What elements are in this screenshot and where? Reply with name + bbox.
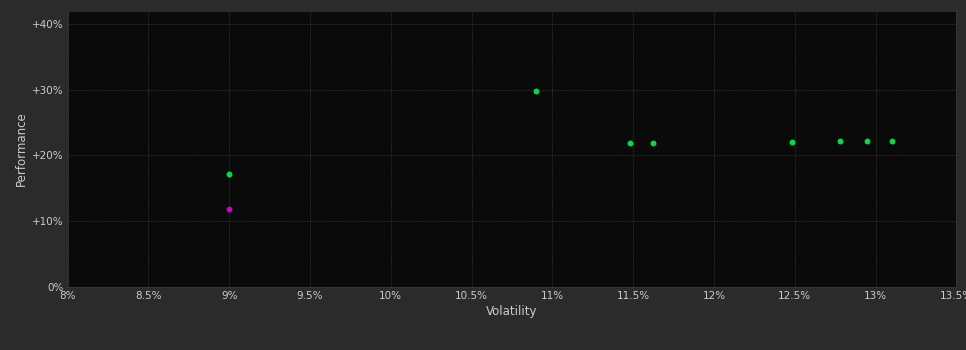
Point bbox=[622, 141, 638, 146]
Point bbox=[645, 141, 661, 146]
Point bbox=[783, 139, 799, 145]
Point bbox=[833, 138, 848, 144]
Point bbox=[528, 88, 544, 93]
X-axis label: Volatility: Volatility bbox=[486, 305, 538, 318]
Point bbox=[221, 171, 237, 176]
Y-axis label: Performance: Performance bbox=[14, 111, 28, 186]
Point bbox=[221, 206, 237, 212]
Point bbox=[884, 138, 899, 144]
Point bbox=[860, 138, 875, 144]
